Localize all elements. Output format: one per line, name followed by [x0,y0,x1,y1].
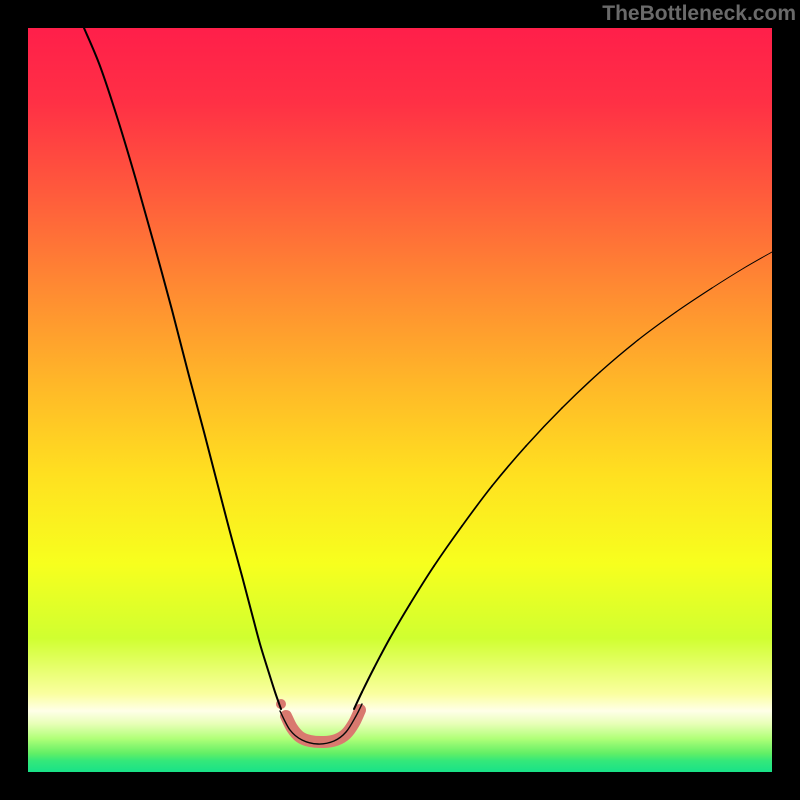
watermark-text: TheBottleneck.com [602,2,796,26]
plot-area [28,28,772,772]
bottleneck-curve-chart [28,28,772,772]
chart-background [28,28,772,772]
